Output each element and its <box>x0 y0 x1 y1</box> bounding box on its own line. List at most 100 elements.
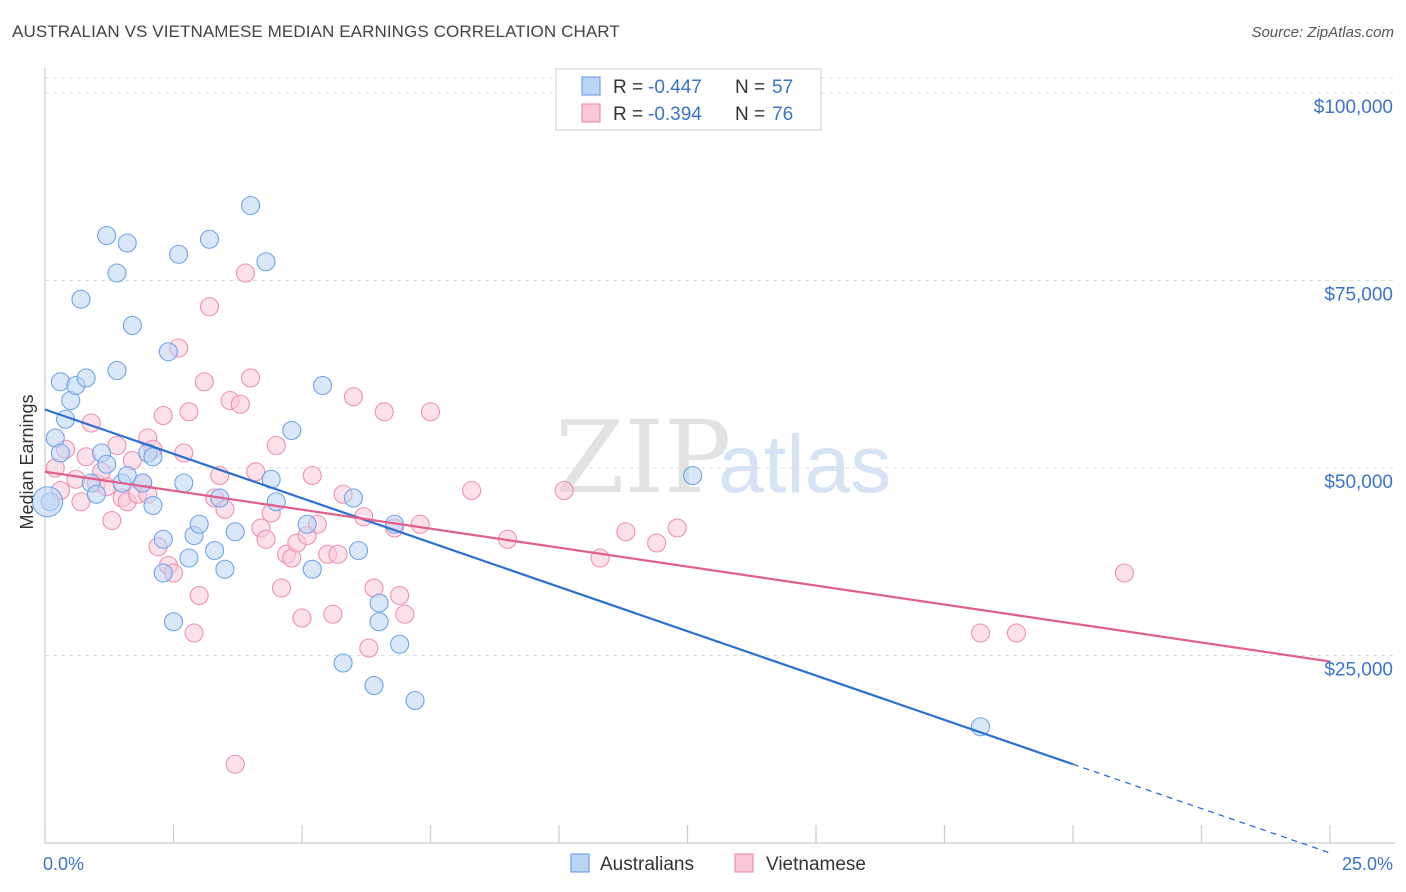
vietnamese-point-38 <box>241 368 261 388</box>
vietnamese-point-10 <box>102 510 122 531</box>
x-tick-label-0: 0.0% <box>43 854 84 874</box>
australians-point-28 <box>169 244 189 264</box>
legend: R = -0.447 N = 57 R = -0.394 N = 76 <box>555 68 822 131</box>
vietnamese-point-43 <box>266 435 286 456</box>
australians-point-50 <box>369 612 389 632</box>
vietnamese-point-29 <box>194 372 214 392</box>
axes <box>44 68 1395 844</box>
australians-point-32 <box>189 514 209 534</box>
vietnamese-point-36 <box>230 394 250 414</box>
grid-lines <box>45 77 1395 656</box>
australians-point-47 <box>343 488 363 508</box>
australians-cluster-point <box>32 486 64 518</box>
australians-point-48 <box>348 540 369 561</box>
australians-point-51 <box>369 593 389 613</box>
australians-point-45 <box>313 375 333 396</box>
vietnamese-point-4 <box>71 492 91 512</box>
australians-point-18 <box>117 233 137 253</box>
vietnamese-point-71 <box>647 533 667 553</box>
y-axis-label: Median Earnings <box>17 394 37 529</box>
australians-point-49 <box>364 675 384 696</box>
vietnamese-point-25 <box>174 443 194 463</box>
australians-point-12 <box>97 454 117 474</box>
trend-line-australians-extension <box>1072 763 1331 854</box>
australians-point-55 <box>683 465 703 486</box>
series-vietnamese-points <box>45 263 1134 774</box>
bottom-legend-swatch-vietnamese <box>734 853 754 873</box>
legend-r-label-1: R = <box>613 77 643 98</box>
vietnamese-point-53 <box>323 604 343 624</box>
australians-point-53 <box>390 634 410 654</box>
vietnamese-point-11 <box>107 435 127 456</box>
tick-labels: $25,000 $50,000 $75,000 $100,000 0.0% 25.0% <box>43 97 1393 874</box>
legend-r-value-2: -0.394 <box>648 104 702 125</box>
vietnamese-point-68 <box>554 480 574 501</box>
vietnamese-point-66 <box>462 480 482 501</box>
vietnamese-point-26 <box>179 402 199 422</box>
vietnamese-point-48 <box>292 608 312 628</box>
australians-point-20 <box>133 473 153 493</box>
legend-n-value-2: 76 <box>772 104 793 125</box>
australians-point-27 <box>163 612 184 632</box>
vietnamese-point-74 <box>1006 623 1027 643</box>
vietnamese-point-21 <box>153 405 173 426</box>
vietnamese-point-54 <box>328 544 348 564</box>
vietnamese-point-58 <box>359 638 379 658</box>
y-tick-label-3: $100,000 <box>1314 97 1393 118</box>
vietnamese-point-62 <box>390 585 410 606</box>
chart-title: AUSTRALIAN VS VIETNAMESE MEDIAN EARNINGS… <box>12 22 620 41</box>
australians-point-24 <box>153 529 173 549</box>
vietnamese-point-39 <box>246 462 266 482</box>
vietnamese-point-44 <box>271 578 291 598</box>
australians-point-39 <box>256 252 276 272</box>
australians-point-25 <box>153 563 173 583</box>
vietnamese-point-27 <box>184 623 204 643</box>
australians-point-13 <box>97 225 117 246</box>
legend-swatch-australians <box>581 76 601 96</box>
legend-n-value-1: 57 <box>772 77 793 98</box>
watermark-zip: ZIP <box>555 399 731 516</box>
y-tick-label-2: $75,000 <box>1324 285 1393 306</box>
x-tick-label-1: 25.0% <box>1342 854 1393 874</box>
australians-point-34 <box>205 540 225 561</box>
australians-point-2 <box>50 443 70 463</box>
y-tick-label-1: $50,000 <box>1324 472 1393 493</box>
vietnamese-point-50 <box>302 465 322 486</box>
australians-point-38 <box>241 195 261 216</box>
australians-point-41 <box>266 492 286 512</box>
legend-r-label-2: R = <box>613 104 643 125</box>
watermark-atlas: atlas <box>718 419 891 510</box>
legend-r-value-1: -0.447 <box>648 77 702 98</box>
chart-source: Source: ZipAtlas.com <box>1251 24 1394 41</box>
y-tick-label-0: $25,000 <box>1324 660 1393 681</box>
australians-point-46 <box>333 653 353 673</box>
watermark: ZIP atlas <box>555 399 891 516</box>
vietnamese-point-28 <box>189 585 209 606</box>
australians-point-43 <box>297 514 317 534</box>
bottom-legend-label-vietnamese: Vietnamese <box>766 854 866 875</box>
trend-line-vietnamese <box>44 470 1331 663</box>
australians-point-44 <box>302 559 322 579</box>
vietnamese-point-30 <box>199 297 220 317</box>
vietnamese-point-75 <box>1114 563 1134 583</box>
vietnamese-point-73 <box>970 623 991 643</box>
vietnamese-point-65 <box>420 402 441 422</box>
bottom-legend-label-australians: Australians <box>600 854 694 875</box>
vietnamese-point-41 <box>256 529 276 549</box>
australians-point-10 <box>86 484 106 504</box>
vietnamese-point-37 <box>235 263 256 283</box>
vietnamese-point-63 <box>395 604 415 624</box>
australians-point-8 <box>76 368 96 388</box>
vietnamese-point-72 <box>667 518 687 538</box>
trend-lines <box>44 408 1331 854</box>
legend-n-label-1: N = <box>735 77 765 98</box>
australians-point-26 <box>158 342 178 362</box>
legend-swatch-vietnamese <box>581 103 601 123</box>
australians-point-22 <box>143 447 163 467</box>
australians-point-14 <box>107 263 127 283</box>
australians-point-54 <box>405 690 425 711</box>
trend-line-australians <box>44 408 1074 766</box>
australians-point-23 <box>143 495 163 516</box>
australians-point-29 <box>174 473 194 493</box>
